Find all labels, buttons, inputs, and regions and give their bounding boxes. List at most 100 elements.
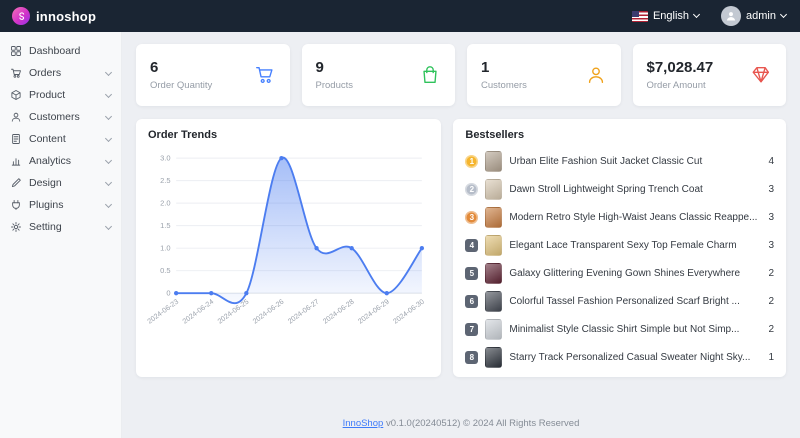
gem-icon [750,64,772,86]
product-name: Galaxy Glittering Evening Gown Shines Ev… [509,267,741,279]
stat-value: $7,028.47 [646,59,714,76]
bestseller-row[interactable]: 3 Modern Retro Style High-Waist Jeans Cl… [465,203,774,231]
rank-badge: 5 [465,266,479,280]
product-name: Dawn Stroll Lightweight Spring Trench Co… [509,183,703,195]
svg-text:2024-06-30: 2024-06-30 [392,298,426,326]
product-thumbnail [485,206,503,228]
chevron-down-icon [104,134,113,143]
svg-text:1.0: 1.0 [160,244,170,253]
product-name: Urban Elite Fashion Suit Jacket Classic … [509,155,703,167]
cart-icon [254,64,276,86]
user-menu[interactable]: admin [721,6,788,26]
sold-count: 1 [768,351,774,363]
product-name: Modern Retro Style High-Waist Jeans Clas… [509,211,758,223]
bestseller-row[interactable]: 5 Galaxy Glittering Evening Gown Shines … [465,259,774,287]
sold-count: 2 [768,323,774,335]
chevron-down-icon [779,10,788,19]
chevron-down-icon [692,10,701,19]
svg-text:2.5: 2.5 [160,176,170,185]
chevron-down-icon [104,200,113,209]
username: admin [746,10,776,22]
sidebar-item-orders[interactable]: Orders [0,62,121,84]
product-name: Starry Track Personalized Casual Sweater… [509,351,751,363]
sidebar-item-design[interactable]: Design [0,172,121,194]
rank-badge: 6 [465,294,479,308]
main-content: 6 Order Quantity 9 Products [122,32,800,438]
sidebar-item-label: Design [29,177,62,189]
sidebar-item-product[interactable]: Product [0,84,121,106]
svg-text:2.0: 2.0 [160,198,170,207]
sidebar-item-label: Setting [29,221,62,233]
sidebar-item-label: Content [29,133,66,145]
stat-value: 1 [481,59,490,76]
brand-name: innoshop [36,8,97,24]
bestseller-row[interactable]: 7 Minimalist Style Classic Shirt Simple … [465,315,774,343]
language-label: English [652,10,690,22]
sidebar-item-plugins[interactable]: Plugins [0,194,121,216]
rank-medal-bronze: 3 [465,210,479,224]
product-thumbnail [485,318,503,340]
sidebar-item-label: Product [29,89,66,101]
rank-badge: 8 [465,350,479,364]
sidebar-item-customers[interactable]: Customers [0,106,121,128]
customers-icon [11,112,21,122]
bestseller-row[interactable]: 6 Colorful Tassel Fashion Personalized S… [465,287,774,315]
svg-text:2024-06-29: 2024-06-29 [357,298,391,326]
rank-medal-gold: 1 [465,154,479,168]
bag-icon [419,64,441,86]
sidebar-item-dashboard[interactable]: Dashboard [0,40,121,62]
panels-row: Order Trends 0 0.5 1.0 1.5 2.0 2.5 3.0 2024-06-… [136,119,786,377]
chevron-down-icon [104,156,113,165]
sidebar-item-label: Plugins [29,199,64,211]
user-icon [585,64,607,86]
avatar [721,6,742,26]
product-thumbnail [485,150,503,172]
stat-card-customers: 1 Customers [467,44,621,106]
product-name: Minimalist Style Classic Shirt Simple bu… [509,323,740,335]
content-icon [12,134,20,144]
orders-icon [11,68,21,78]
chevron-down-icon [104,68,113,77]
stats-row: 6 Order Quantity 9 Products [136,44,786,106]
product-thumbnail [485,290,503,312]
product-thumbnail [485,262,503,284]
stat-label: Order Amount [646,80,706,91]
bestseller-row[interactable]: 2 Dawn Stroll Lightweight Spring Trench … [465,175,774,203]
stat-card-products: 9 Products [301,44,455,106]
stat-value: 9 [315,59,324,76]
footer-text: v0.1.0(20240512) © 2024 All Rights Reser… [385,418,580,429]
plugins-icon [12,200,20,210]
product-name: Elegant Lace Transparent Sexy Top Female… [509,239,737,251]
bestseller-row[interactable]: 8 Starry Track Personalized Casual Sweat… [465,343,774,371]
order-trends-chart: 0 0.5 1.0 1.5 2.0 2.5 3.0 2024-06-23 2024-06-24 2… [146,153,426,326]
svg-text:2024-06-27: 2024-06-27 [286,298,320,326]
sidebar-item-setting[interactable]: Setting [0,216,121,238]
sidebar-item-label: Customers [29,111,80,123]
sidebar-item-content[interactable]: Content [0,128,121,150]
innoshop-version-link[interactable]: InnoShop [342,418,384,429]
rank-badge: 7 [465,322,479,336]
brand[interactable]: innoshop [12,7,96,25]
settings-gear-icon [11,222,21,232]
stat-card-order-quantity: 6 Order Quantity [136,44,290,106]
sold-count: 3 [768,239,774,251]
language-selector[interactable]: English [631,10,701,22]
bestseller-row[interactable]: 1 Urban Elite Fashion Suit Jacket Classi… [465,147,774,175]
stat-value: 6 [150,59,159,76]
chevron-down-icon [104,112,113,121]
svg-text:0: 0 [166,289,170,298]
sidebar-item-label: Orders [29,67,62,79]
svg-text:0.5: 0.5 [160,266,170,275]
chevron-down-icon [104,222,113,231]
svg-text:2024-06-23: 2024-06-23 [146,298,180,326]
sold-count: 2 [768,267,774,279]
sidebar-item-analytics[interactable]: Analytics [0,150,121,172]
svg-text:2024-06-24: 2024-06-24 [181,298,215,326]
bestseller-row[interactable]: 4 Elegant Lace Transparent Sexy Top Fema… [465,231,774,259]
stat-label: Order Quantity [150,80,213,91]
footer: InnoShop v0.1.0(20240512) © 2024 All Rig… [136,410,786,438]
stat-label: Customers [481,80,527,91]
svg-text:3.0: 3.0 [160,153,170,162]
stat-label: Products [315,80,354,91]
top-header: innoshop English admin [0,0,800,32]
